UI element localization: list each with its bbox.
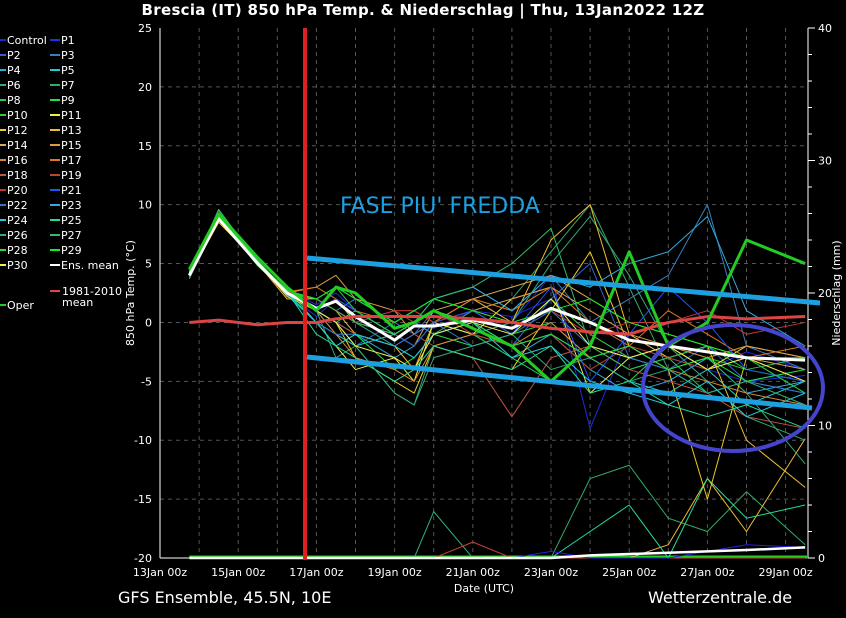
precip-line-p13 [189,438,806,559]
precip-line-ens-mean [189,546,806,560]
legend-label: P28 [7,244,28,257]
x-axis-label: Date (UTC) [454,582,514,595]
y-tick-label: 10 [138,199,152,212]
y2-tick-label: 20 [818,287,832,300]
series-line-1981-2010-mean [189,315,806,336]
series-line-p13 [188,204,806,488]
series-line-p30 [188,218,806,382]
y2-tick-label: 30 [818,155,832,168]
y-tick-label: 20 [138,81,152,94]
y2-tick-label: 10 [818,420,832,433]
lower-trend-line [306,354,813,411]
legend-label: P25 [61,214,82,227]
legend-label: P8 [7,94,21,107]
series-line-p29 [188,215,806,359]
legend-label: P26 [7,229,28,242]
x-tick-label: 15Jan 00z [211,566,265,579]
legend-label: P6 [7,79,21,92]
legend-label: P2 [7,49,21,62]
legend-label: Oper [7,299,34,312]
legend-label: P4 [7,64,21,77]
legend-label: P9 [61,94,75,107]
legend-label: Control [7,34,47,47]
highlight-ellipse [641,323,825,453]
y2-axis-label: Niederschlag (mm) [830,240,843,345]
legend-label: P23 [61,199,82,212]
legend-label: P7 [61,79,75,92]
y2-tick-label: 0 [818,552,825,565]
legend-label: P14 [7,139,28,152]
legend-label: P29 [61,244,82,257]
x-tick-label: 25Jan 00z [602,566,656,579]
legend-label: P30 [7,259,28,272]
y-tick-label: -5 [141,375,152,388]
legend-label: P27 [61,229,82,242]
upper-trend-line [306,255,821,306]
model-info: GFS Ensemble, 45.5N, 10E [118,588,332,607]
x-tick-label: 21Jan 00z [446,566,500,579]
legend-label: P10 [7,109,28,122]
x-tick-label: 27Jan 00z [680,566,734,579]
legend-label: P22 [7,199,28,212]
legend-label: P12 [7,124,28,137]
legend-label: mean [62,296,93,309]
legend-label: P24 [7,214,28,227]
legend-label: P17 [61,154,82,167]
y-tick-label: 0 [145,316,152,329]
y-tick-label: 5 [145,258,152,271]
annotation-text: FASE PIU' FREDDA [340,194,540,219]
x-tick-label: 19Jan 00z [367,566,421,579]
legend-label: P21 [61,184,82,197]
chart-title: Brescia (IT) 850 hPa Temp. & Niederschla… [141,1,705,19]
legend-label: P18 [7,169,28,182]
y-tick-label: 15 [138,140,152,153]
x-tick-label: 29Jan 00z [758,566,812,579]
legend-label: P13 [61,124,82,137]
series-line-p7 [188,204,806,465]
y-axis-label: 850 hPa Temp. (°C) [124,240,137,346]
legend-label: P3 [61,49,75,62]
x-tick-label: 17Jan 00z [289,566,343,579]
x-tick-label: 23Jan 00z [524,566,578,579]
legend-label: P20 [7,184,28,197]
y-tick-label: -20 [134,552,152,565]
y2-tick-label: 40 [818,22,832,35]
legend-label: P15 [61,139,82,152]
legend-label: P19 [61,169,82,182]
x-tick-label: 13Jan 00z [133,566,187,579]
precip-line-p25 [189,477,806,559]
legend-label: P16 [7,154,28,167]
y-tick-label: -10 [134,434,152,447]
source-credit: Wetterzentrale.de [648,588,793,607]
y-tick-label: 25 [138,22,152,35]
legend-label: Ens. mean [61,259,119,272]
y-tick-label: -15 [134,493,152,506]
legend-label: P5 [61,64,75,77]
legend-label: P1 [61,34,75,47]
legend-label: 1981-2010 [62,285,122,298]
legend-label: P11 [61,109,82,122]
